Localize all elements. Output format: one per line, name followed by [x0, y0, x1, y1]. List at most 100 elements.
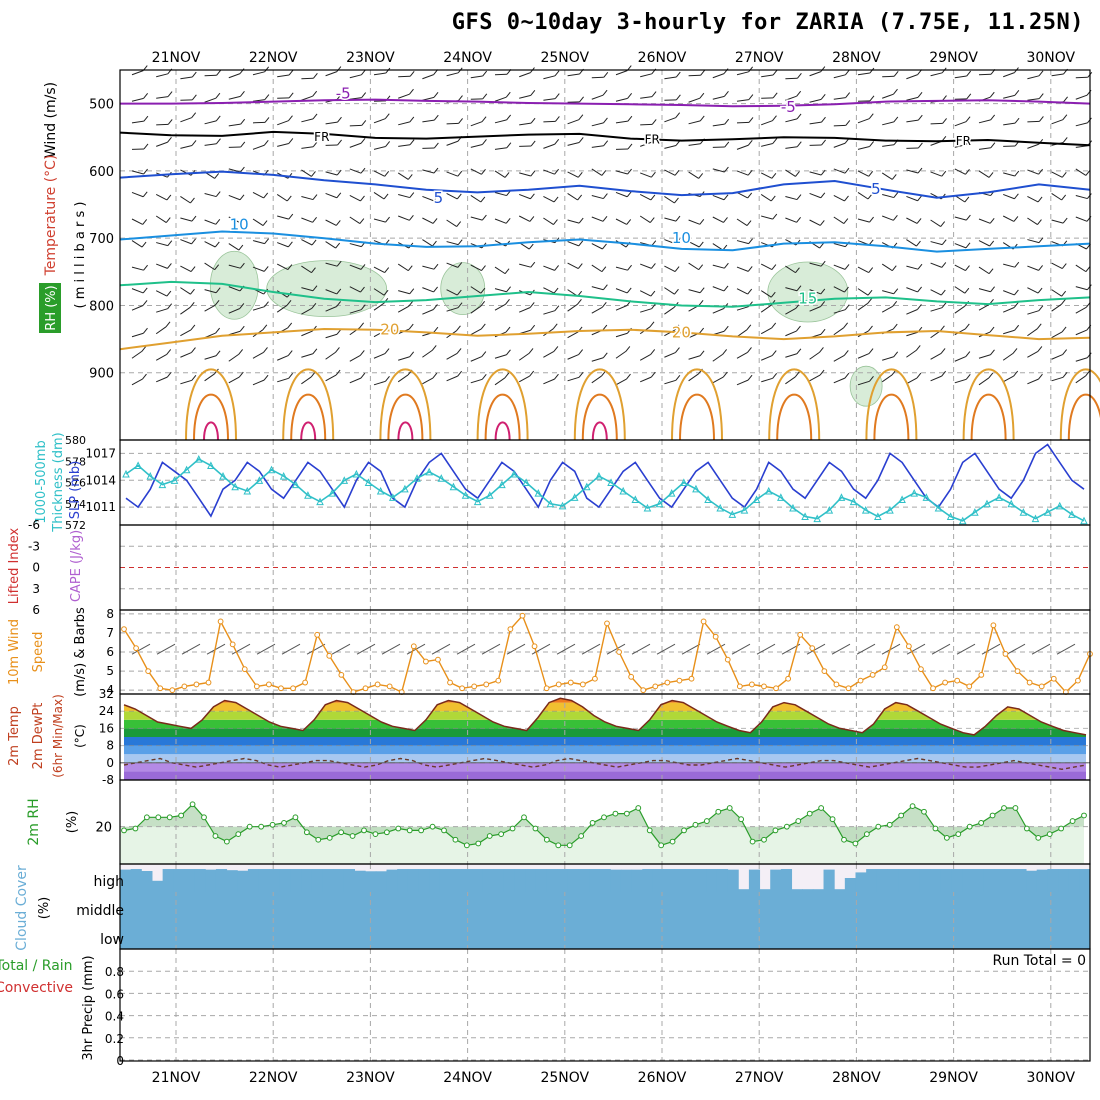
- wind-barb: [591, 122, 604, 127]
- wind-barb-flag: [748, 94, 754, 100]
- thickness-marker: [607, 478, 615, 486]
- rh-point: [532, 825, 539, 832]
- wind-barb-flag: [988, 372, 994, 379]
- wind-barb-flag: [359, 218, 365, 224]
- wind-barb: [543, 143, 555, 149]
- isotherm-label: 10: [230, 216, 249, 234]
- wind-speed-point: [821, 668, 828, 674]
- wind-barb-flag: [215, 350, 221, 357]
- wind-barb-flag: [1062, 114, 1068, 121]
- wind-barb-flag: [675, 238, 680, 245]
- wind-barb-flag: [941, 370, 947, 377]
- rh-point: [486, 833, 493, 839]
- high-cloud-bar: [1047, 869, 1059, 892]
- wind-barb: [882, 93, 894, 99]
- wind-barb-flag: [1014, 193, 1019, 200]
- rh-point: [692, 821, 699, 828]
- wind-barb-flag: [458, 118, 463, 124]
- wind-barb-flag: [917, 304, 922, 310]
- wind-barb: [422, 377, 434, 385]
- wind-barb: [591, 216, 604, 222]
- wind-barb-flag: [264, 66, 270, 73]
- wind-barb-flag: [699, 92, 705, 99]
- high-cloud-bar: [620, 869, 633, 892]
- wind-barb-flag: [409, 288, 415, 295]
- wind-barb-flag: [747, 192, 753, 199]
- wind-barb-flag: [288, 115, 293, 122]
- wind-barb: [543, 287, 555, 294]
- wind-barb: [470, 168, 482, 175]
- chart-title: GFS 0~10day 3-hourly for ZARIA (7.75E, 1…: [451, 10, 1084, 35]
- surface-wind-barb: [656, 643, 676, 655]
- wind-barb: [494, 288, 507, 293]
- wind-barb-flag: [336, 301, 342, 307]
- thickness-marker: [1068, 510, 1076, 518]
- wind-barb: [809, 98, 822, 103]
- wind-barb-flag: [313, 72, 318, 79]
- rh-point: [852, 840, 859, 847]
- wind-barb: [761, 142, 773, 147]
- rh-point: [989, 812, 996, 819]
- wind-barb-flag: [505, 326, 511, 333]
- thickness-marker: [849, 497, 858, 506]
- wind-barb-flag: [916, 218, 922, 224]
- wind-barb: [398, 193, 410, 199]
- wind-barb: [930, 289, 942, 296]
- bottom-day-label: 29NOV: [929, 1070, 978, 1086]
- wind-barb-flag: [941, 262, 947, 268]
- wind-barb: [422, 96, 435, 101]
- wind-barb-flag: [528, 348, 534, 354]
- total-rain-label: Total / Rain: [0, 958, 73, 974]
- thickness-marker: [498, 480, 506, 489]
- wind-speed-point: [749, 681, 755, 688]
- wind-barb: [398, 215, 410, 221]
- wind-barb-flag: [627, 115, 633, 122]
- wind-barb-flag: [239, 325, 245, 332]
- thickness-marker: [861, 506, 870, 514]
- thickness-marker: [813, 514, 822, 523]
- wind-barb: [180, 76, 193, 80]
- wind-barb: [809, 351, 820, 360]
- wind-barb: [446, 171, 458, 177]
- wind-barb: [156, 242, 168, 247]
- precip-tick-label: 0.2: [105, 1032, 124, 1046]
- wind-barb-flag: [771, 350, 777, 356]
- rh-point: [555, 842, 562, 849]
- wind-barb-flag: [433, 195, 438, 202]
- wind-barb-flag: [529, 216, 535, 222]
- wind-barb-flag: [263, 347, 268, 353]
- wind-barb-flag: [312, 285, 318, 292]
- wind-barb: [301, 287, 314, 292]
- wind-barb: [543, 169, 555, 175]
- wind-barb: [543, 265, 555, 271]
- wind-barb-flag: [626, 191, 632, 198]
- wind-barb-flag: [723, 325, 729, 332]
- wind-barb: [712, 168, 725, 173]
- wind-speed-point: [157, 685, 164, 692]
- thickness-tick-label: 572: [65, 519, 86, 532]
- wind-barb: [131, 218, 143, 225]
- wind-barb-flag: [336, 66, 342, 72]
- wind-barb-flag: [916, 372, 922, 379]
- high-cloud-bar: [983, 869, 995, 892]
- rh-point: [326, 834, 333, 841]
- wind-barb-flag: [505, 91, 511, 98]
- wind-speed-point: [1075, 677, 1081, 684]
- wind-speed-point: [266, 681, 272, 688]
- high-cloud-bar: [1036, 869, 1048, 892]
- wind-barb: [373, 302, 385, 311]
- thickness-marker: [1031, 514, 1040, 523]
- wind-speed-point: [410, 643, 417, 650]
- wind-barb: [882, 215, 894, 221]
- wind-barb-flag: [480, 196, 486, 203]
- high-cloud-bar: [343, 869, 356, 892]
- wind-barb-flag: [1085, 170, 1091, 176]
- top-day-label: 23NOV: [346, 50, 395, 66]
- wind-barb-flag: [579, 96, 584, 103]
- high-cloud-bar: [930, 869, 942, 892]
- wind-barb-flag: [481, 265, 486, 271]
- wind-barb: [252, 240, 265, 245]
- temp-band: [124, 745, 1086, 755]
- pressure-tick-label: 700: [89, 232, 114, 247]
- wind-barb-flag: [942, 118, 947, 124]
